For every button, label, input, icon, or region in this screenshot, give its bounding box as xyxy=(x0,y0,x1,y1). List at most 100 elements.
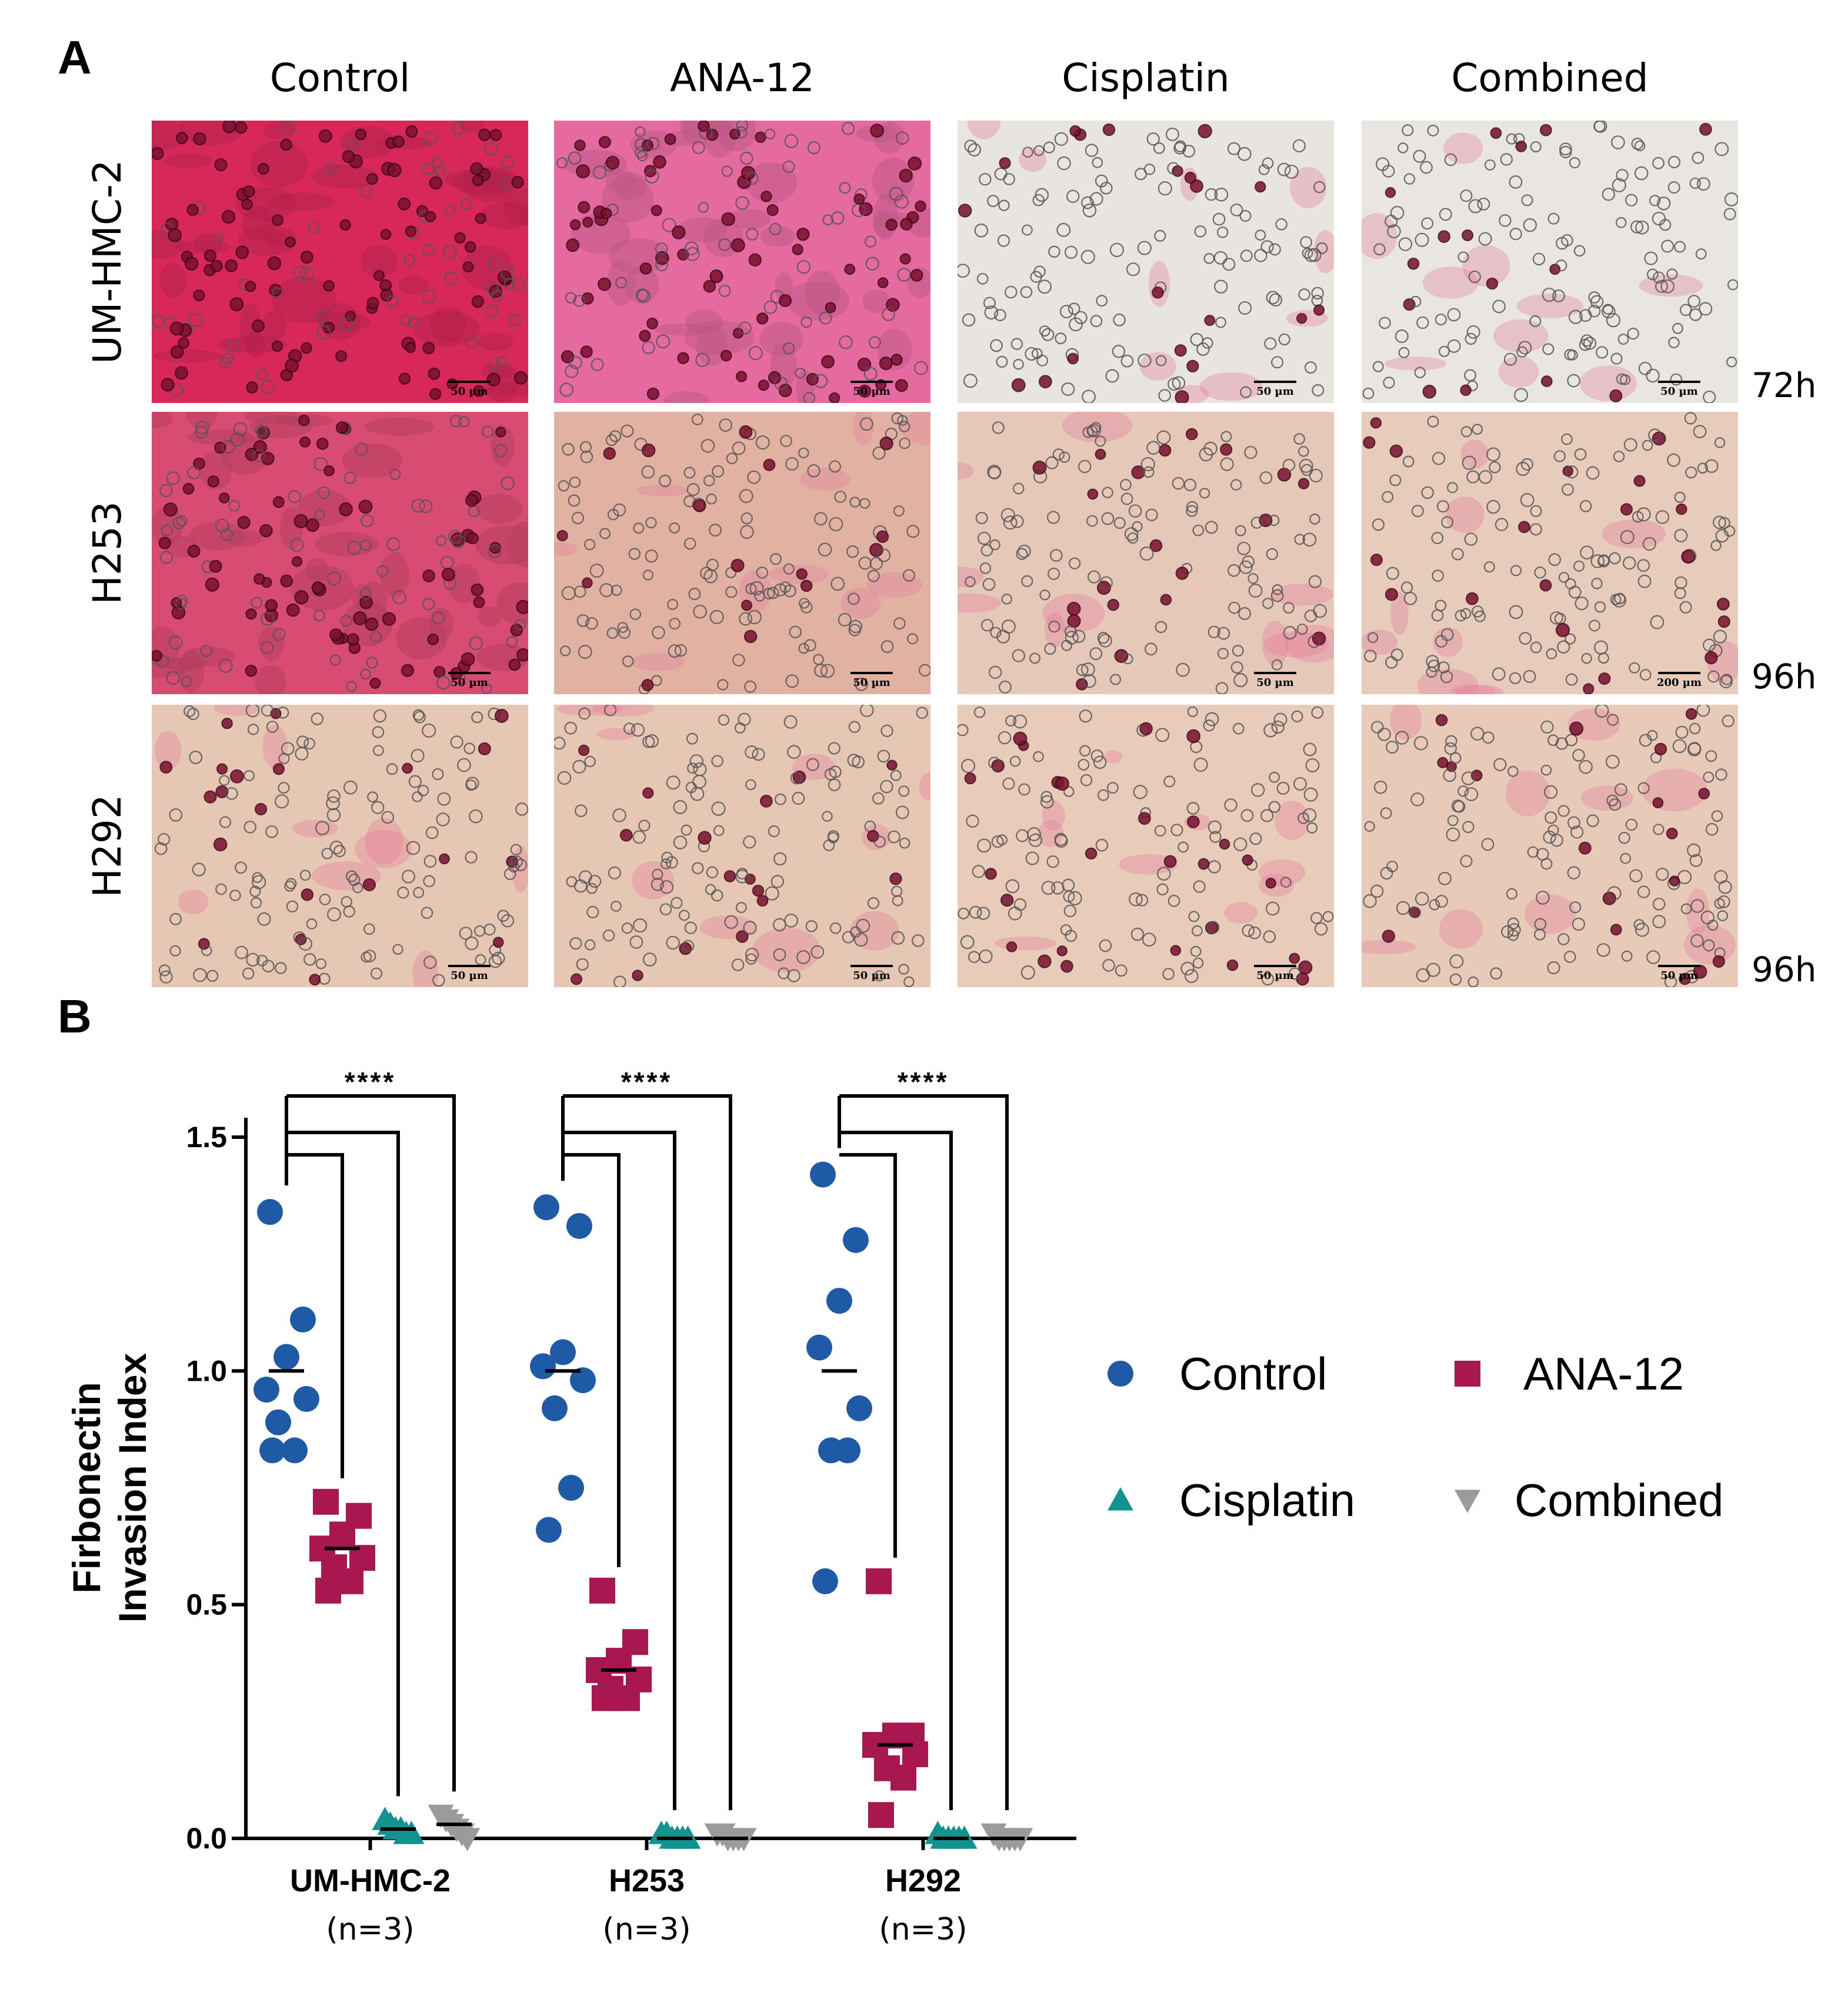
row-label: UM-HMC-2 xyxy=(85,159,130,364)
legend-label: Cisplatin xyxy=(1179,1474,1355,1526)
data-point xyxy=(253,1377,279,1403)
data-point xyxy=(570,1367,596,1394)
significance-bracket: **** xyxy=(838,1067,1009,1811)
scale-bar-label: 50 µm xyxy=(853,677,890,689)
legend-marker xyxy=(1108,1361,1133,1387)
data-point xyxy=(282,1437,308,1464)
sample-size-label: (n=3) xyxy=(879,1912,967,1947)
data-point xyxy=(454,1828,481,1851)
timepoint-label: 72h xyxy=(1752,365,1817,405)
x-tick-label: UM-HMC-2 xyxy=(290,1863,451,1898)
column-label: Combined xyxy=(1451,55,1648,101)
legend-marker xyxy=(1108,1487,1133,1511)
legend-item-combined: Combined xyxy=(1455,1474,1724,1526)
scale-bar-label: 50 µm xyxy=(853,969,890,982)
micrograph-0-0: 50 µm xyxy=(152,121,528,403)
scale-bar-label: 50 µm xyxy=(451,677,488,689)
data-point xyxy=(273,1344,299,1370)
micrograph-1-1: 50 µm xyxy=(554,412,930,694)
column-label: Cisplatin xyxy=(1062,55,1230,101)
x-tick-label: H292 xyxy=(885,1863,961,1898)
data-point xyxy=(398,1821,425,1844)
scale-bar-label: 50 µm xyxy=(1660,969,1698,982)
scale-bar-label: 50 µm xyxy=(1660,385,1698,398)
data-point xyxy=(338,1568,363,1594)
significance-bracket: **** xyxy=(285,1067,456,1797)
data-point xyxy=(835,1437,860,1464)
data-point xyxy=(589,1577,615,1604)
data-point xyxy=(536,1517,562,1543)
scale-bar-label: 50 µm xyxy=(451,385,488,398)
data-point xyxy=(866,1568,892,1594)
data-point xyxy=(868,1802,894,1828)
data-point xyxy=(810,1161,836,1188)
micrograph-1-2: 50 µm xyxy=(958,412,1334,694)
y-tick-label: 1.5 xyxy=(186,1121,227,1154)
data-point xyxy=(265,1409,291,1435)
micrograph-0-2: 50 µm xyxy=(958,121,1334,403)
scale-bar-label: 50 µm xyxy=(853,385,890,398)
significance-label: **** xyxy=(345,1067,396,1097)
invasion-index-chart: 0.0 0.5 1.0 1.5 FirbonectinInvasion Index UM-… xyxy=(65,1067,1076,1947)
panel-a-letter: A xyxy=(58,31,92,84)
micrograph-2-0: 50 µm xyxy=(152,705,528,987)
row-label: H253 xyxy=(85,501,130,605)
data-point xyxy=(558,1475,584,1501)
sample-size-label: (n=3) xyxy=(326,1912,414,1947)
series-ana-12 xyxy=(309,1488,928,1828)
data-point xyxy=(542,1395,568,1421)
x-tick-label: H253 xyxy=(609,1863,685,1898)
data-point xyxy=(313,1488,339,1515)
data-point xyxy=(315,1577,341,1604)
data-point xyxy=(614,1685,640,1711)
micrograph-0-3: 50 µm xyxy=(1362,121,1738,403)
micrograph-2-3: 50 µm xyxy=(1362,705,1738,987)
legend-item-cisplatin: Cisplatin xyxy=(1108,1474,1355,1526)
legend-marker xyxy=(1455,1361,1480,1387)
y-axis-label: FirbonectinInvasion Index xyxy=(65,1352,154,1622)
data-point xyxy=(290,1306,316,1332)
data-point xyxy=(533,1194,559,1221)
timepoint-label: 96h xyxy=(1752,949,1817,989)
legend-item-ana-12: ANA-12 xyxy=(1455,1348,1684,1400)
significance-bracket: **** xyxy=(561,1067,732,1811)
micrograph-2-1: 50 µm xyxy=(554,705,930,987)
data-point xyxy=(259,1437,285,1464)
legend-label: Combined xyxy=(1515,1474,1724,1526)
data-point xyxy=(550,1339,576,1365)
column-label: Control xyxy=(270,55,411,101)
legend-item-control: Control xyxy=(1108,1348,1327,1400)
data-point xyxy=(812,1568,838,1594)
scale-bar-label: 200 µm xyxy=(1657,677,1702,689)
timepoint-label: 96h xyxy=(1752,657,1817,697)
data-point xyxy=(566,1212,592,1239)
legend-marker xyxy=(1455,1490,1480,1513)
micrograph-2-2: 50 µm xyxy=(958,705,1334,987)
y-tick-label: 1.0 xyxy=(186,1354,227,1387)
y-tick-label: 0.0 xyxy=(186,1822,227,1855)
micrograph-0-1: 50 µm xyxy=(554,121,930,403)
legend-label: Control xyxy=(1179,1348,1327,1400)
series-combined xyxy=(428,1804,1033,1851)
data-point xyxy=(843,1227,869,1253)
significance-label: **** xyxy=(621,1067,673,1097)
scale-bar-label: 50 µm xyxy=(1256,969,1294,982)
data-point xyxy=(846,1395,872,1421)
y-tick-label: 0.5 xyxy=(186,1588,227,1621)
scale-bar-label: 50 µm xyxy=(451,969,488,982)
scale-bar-label: 50 µm xyxy=(1256,385,1294,398)
column-label: ANA-12 xyxy=(670,55,815,101)
data-point xyxy=(826,1288,852,1314)
micrograph-grid: Control ANA-12 Cisplatin Combined UM-HMC-2 72… xyxy=(85,55,1817,989)
data-point xyxy=(257,1199,283,1225)
micrograph-1-0: 50 µm xyxy=(152,412,528,694)
chart-legend: Control ANA-12 Cisplatin Combined xyxy=(1108,1348,1724,1526)
significance-label: **** xyxy=(898,1067,949,1097)
micrograph-1-3: 200 µm xyxy=(1362,412,1738,694)
sample-size-label: (n=3) xyxy=(602,1912,691,1947)
data-point xyxy=(592,1685,618,1711)
row-label: H292 xyxy=(85,794,130,898)
data-point xyxy=(890,1764,916,1791)
scale-bar-label: 50 µm xyxy=(1256,677,1294,689)
